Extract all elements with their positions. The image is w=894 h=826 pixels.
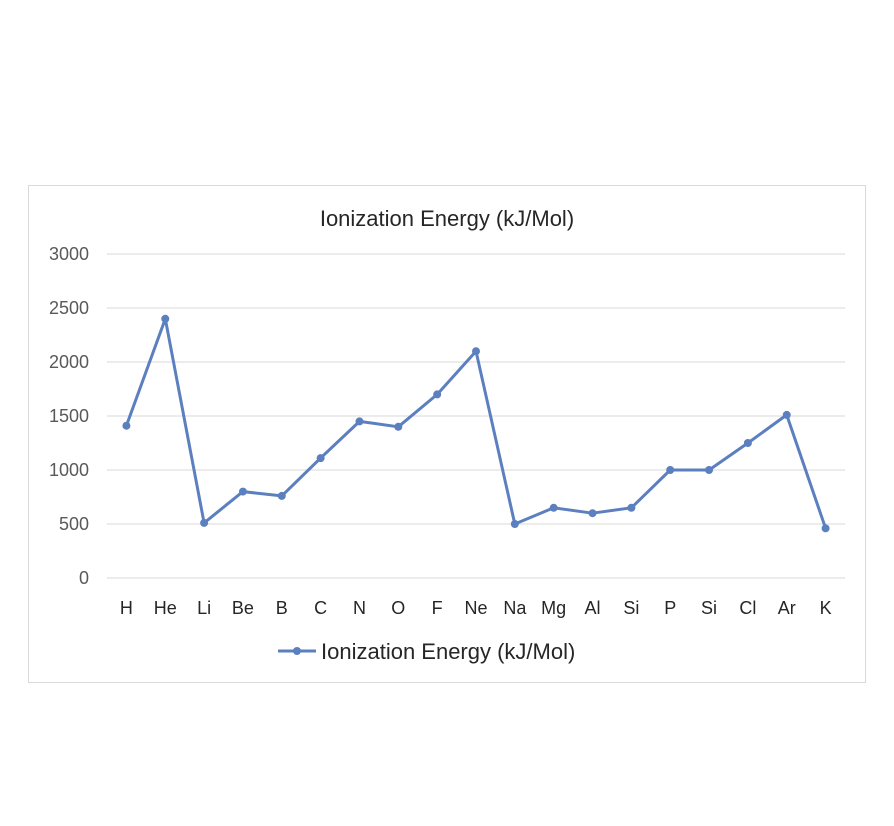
data-point-o <box>394 422 403 431</box>
data-point-f <box>433 390 442 399</box>
data-point-si <box>705 466 714 474</box>
y-tick-label: 3000 <box>49 244 89 264</box>
y-tick-label: 500 <box>59 514 89 534</box>
y-tick-label: 2000 <box>49 352 89 372</box>
x-tick-label: Na <box>503 598 527 618</box>
y-tick-label: 1500 <box>49 406 89 426</box>
data-point-he <box>161 314 170 323</box>
y-tick-label: 2500 <box>49 298 89 318</box>
data-point-c <box>316 454 325 463</box>
y-tick-label: 0 <box>79 568 89 588</box>
series-ionization-energy <box>122 314 830 533</box>
x-tick-label: Be <box>232 598 254 618</box>
data-point-h <box>122 421 131 430</box>
x-tick-label: He <box>154 598 177 618</box>
data-point-p <box>666 466 675 474</box>
chart-frame <box>28 185 866 683</box>
legend: Ionization Energy (kJ/Mol) <box>278 639 575 664</box>
x-tick-label: Al <box>585 598 601 618</box>
gridlines <box>107 253 845 579</box>
x-axis-ticks: H He Li Be B C N O F Ne Na Mg Al Si P Si Cl Ar K <box>120 598 832 618</box>
x-tick-label: Ar <box>778 598 796 618</box>
data-point-k <box>821 524 830 533</box>
data-point-si <box>627 503 636 512</box>
legend-label: Ionization Energy (kJ/Mol) <box>321 639 575 664</box>
x-tick-label: C <box>314 598 327 618</box>
data-point-be <box>238 487 247 496</box>
data-point-mg <box>549 503 558 512</box>
x-tick-label: P <box>664 598 676 618</box>
x-tick-label: Ne <box>464 598 487 618</box>
data-point-ne <box>472 347 480 356</box>
x-tick-label: O <box>391 598 405 618</box>
x-tick-label: Si <box>701 598 717 618</box>
legend-marker <box>293 647 301 655</box>
x-tick-label: H <box>120 598 133 618</box>
x-tick-label: Si <box>623 598 639 618</box>
data-point-b <box>277 491 286 500</box>
chart-title: Ionization Energy (kJ/Mol) <box>320 206 574 231</box>
x-tick-label: Cl <box>739 598 756 618</box>
data-point-li <box>200 518 209 527</box>
x-tick-label: B <box>276 598 288 618</box>
data-point-cl <box>743 439 752 447</box>
y-tick-label: 1000 <box>49 460 89 480</box>
data-point-n <box>355 417 364 426</box>
x-tick-label: N <box>353 598 366 618</box>
x-tick-label: F <box>432 598 443 618</box>
y-axis-ticks: 0 500 1000 1500 2000 2500 3000 <box>49 244 89 588</box>
data-point-al <box>588 509 597 518</box>
x-tick-label: Li <box>197 598 211 618</box>
x-tick-label: K <box>820 598 832 618</box>
x-tick-label: Mg <box>541 598 566 618</box>
data-point-ar <box>782 410 791 419</box>
data-point-na <box>510 520 519 528</box>
